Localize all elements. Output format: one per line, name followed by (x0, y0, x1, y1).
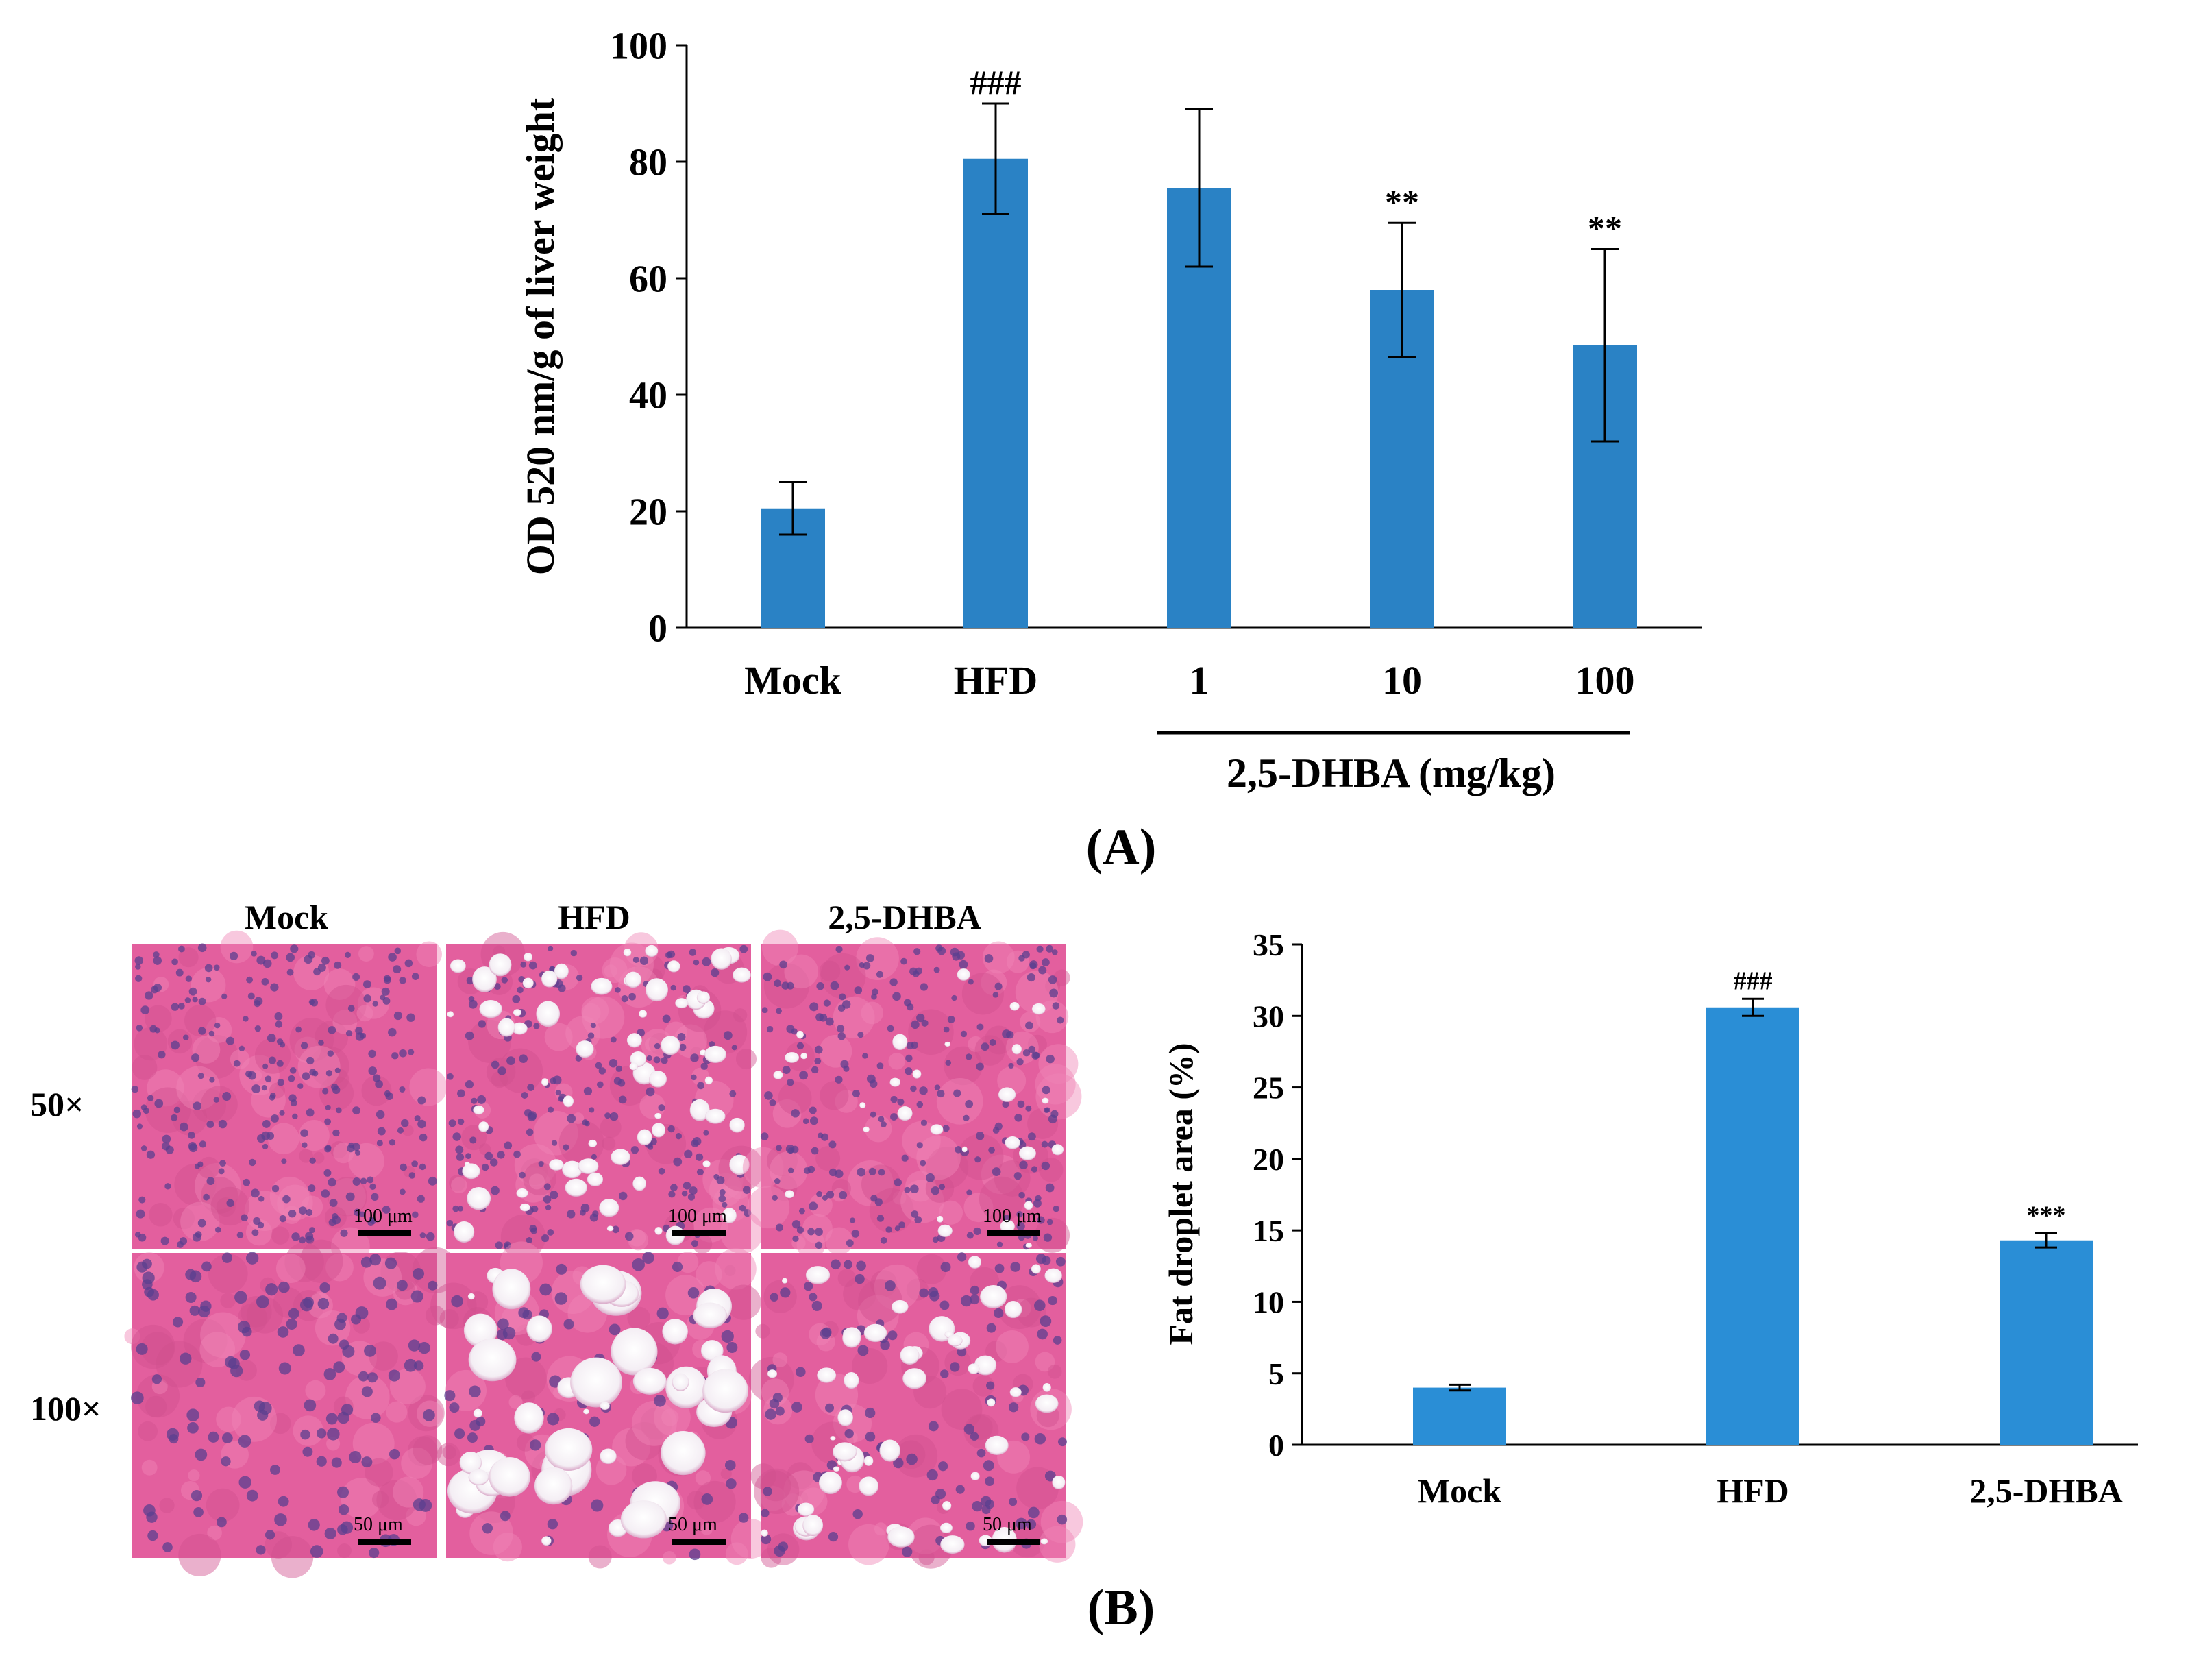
panel-a-label: (A) (1086, 819, 1157, 875)
scale-bar (987, 1230, 1040, 1236)
chart-a: 0 20 40 60 80 100 Mock ### HFD 1 ** 10 ** 100 OD 520… (518, 25, 1702, 875)
chart-b-category-label: 2,5-DHBA (1969, 1472, 2123, 1510)
scale-bar-label: 100 μm (983, 1206, 1042, 1227)
chart-b-category-label: HFD (1717, 1472, 1789, 1510)
chart-b-significance-mark: ### (1734, 966, 1773, 995)
chart-a-y-tick-label: 60 (629, 258, 667, 301)
micrograph-panel: 50 μm (748, 1252, 1083, 1569)
scale-bar (672, 1230, 726, 1236)
micrograph-panel: 50 μm (430, 1241, 771, 1569)
chart-a-y-tick-label: 0 (648, 608, 667, 650)
chart-b-y-tick-label: 5 (1268, 1356, 1284, 1391)
histology-grid: 100 μm 100 μm 100 μm 50 μm 50 μm 50 μm (124, 929, 1083, 1578)
chart-a-y-tick-label: 80 (629, 142, 667, 184)
histology-column-hfd: HFD (558, 898, 630, 936)
histology-labels: Mock HFD 2,5-DHBA 50× 100× (30, 898, 981, 1428)
chart-a-category-label: 100 (1575, 658, 1635, 703)
chart-b-bar (1413, 1387, 1506, 1445)
micrograph-panel: 50 μm (124, 1239, 458, 1578)
micrograph-panel: 100 μm (446, 931, 765, 1260)
panel-b-label: (B) (1087, 1580, 1155, 1636)
chart-b-significance-mark: *** (2027, 1201, 2066, 1230)
scale-bar (358, 1230, 411, 1236)
chart-b-y-tick-label: 35 (1253, 927, 1284, 962)
chart-a-category-label: Mock (744, 658, 841, 703)
chart-a-significance-mark: ** (1385, 182, 1419, 221)
scale-bar-label: 50 μm (668, 1514, 717, 1535)
chart-a-category-label: HFD (954, 658, 1037, 703)
histology-column-dhba: 2,5-DHBA (828, 898, 981, 936)
chart-b-y-tick-label: 15 (1253, 1213, 1284, 1248)
scale-bar-label: 100 μm (668, 1206, 727, 1227)
chart-b-y-tick-label: 20 (1253, 1142, 1284, 1177)
chart-a-bar (963, 158, 1028, 628)
histology-row-100x: 100× (30, 1389, 101, 1428)
chart-a-y-tick-label: 20 (629, 491, 667, 534)
chart-b-y-tick-label: 0 (1268, 1428, 1284, 1463)
scale-bar (358, 1539, 411, 1545)
chart-b-bar (1706, 1007, 1799, 1445)
chart-a-y-tick-label: 40 (629, 375, 667, 417)
chart-b-category-label: Mock (1418, 1472, 1501, 1510)
histology-row-50x: 50× (30, 1085, 84, 1123)
scale-bar-label: 50 μm (983, 1514, 1032, 1535)
micrograph-panel: 100 μm (742, 929, 1082, 1259)
scale-bar-label: 100 μm (354, 1206, 413, 1227)
chart-a-group-label: 2,5-DHBA (mg/kg) (1227, 750, 1556, 796)
chart-b-y-axis-label: Fat droplet area (%) (1162, 1042, 1200, 1345)
chart-b-bar (2000, 1240, 2093, 1445)
scale-bar-label: 50 μm (354, 1514, 403, 1535)
micrograph-panel: 100 μm (131, 930, 447, 1267)
chart-a-y-tick-label: 100 (610, 25, 667, 68)
chart-b: 0 5 10 15 20 25 30 35 Mock ### HFD *** 2,5-DHBA Fat… (1162, 927, 2138, 1510)
histology-column-mock: Mock (245, 898, 328, 936)
chart-a-category-label: 10 (1382, 658, 1422, 703)
chart-a-significance-mark: ** (1588, 209, 1622, 247)
scale-bar (672, 1539, 726, 1545)
chart-a-significance-mark: ### (970, 63, 1022, 101)
chart-b-y-tick-label: 30 (1253, 999, 1284, 1034)
chart-b-y-tick-label: 25 (1253, 1071, 1284, 1106)
chart-a-y-axis-label: OD 520 nm/g of liver weight (518, 97, 563, 575)
chart-b-y-tick-label: 10 (1253, 1285, 1284, 1320)
scale-bar (987, 1539, 1040, 1545)
chart-a-category-label: 1 (1190, 658, 1209, 703)
